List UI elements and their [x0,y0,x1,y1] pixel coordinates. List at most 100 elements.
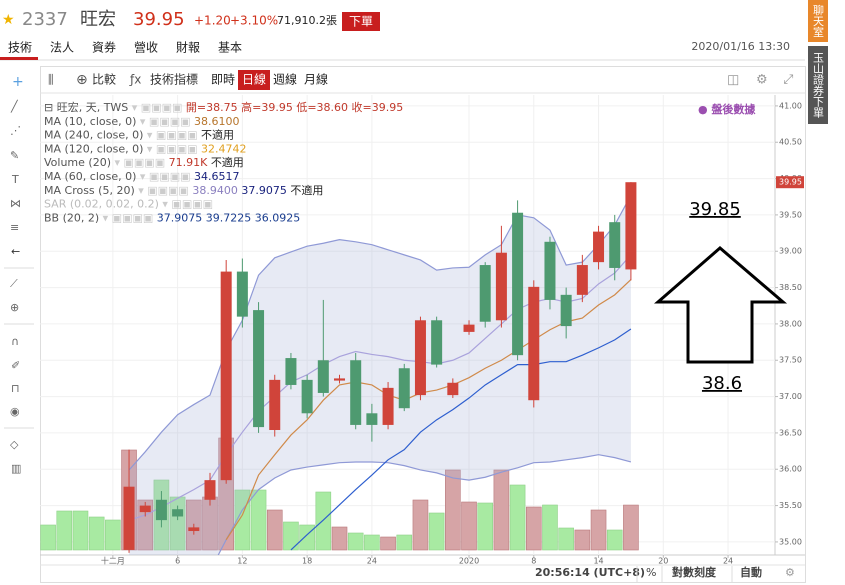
legend-name: MA (60, close, 0) [44,170,136,183]
chat-tab[interactable] [808,0,828,42]
legend-row: MA (120, close, 0) ▾ ▣▣▣▣ 32.4742 [44,142,247,155]
period[interactable]: 週線 [273,72,297,87]
volume-bar [40,524,56,551]
legend-value: 36.0925 [255,211,301,224]
candle-body [398,368,410,409]
tool-pattern[interactable]: ⋈ [10,197,21,210]
tab[interactable]: 財報 [176,40,200,55]
volume-bar [105,519,121,551]
volume-bar [396,534,413,551]
period[interactable]: 日線 [242,72,266,87]
chat-tab-label[interactable]: 聊天室 [812,3,825,37]
x-tick-label: 24 [367,557,377,566]
fullscreen-icon[interactable]: ⤢ [783,73,793,88]
settings-icon[interactable]: ⚙ [756,73,768,88]
candle-body [479,265,491,322]
tab[interactable]: 資券 [92,40,116,55]
y-tick-label: 41.00 [779,101,802,110]
tabs: 技術 法人 資券 營收 財報 基本 [8,40,242,55]
legend-name: BB (20, 2) [44,211,99,224]
candle-body [253,310,265,428]
tool-prediction[interactable]: ≡ [10,221,19,234]
legend-value: 不適用 [290,183,323,197]
y-tick-label: 36.50 [779,428,802,437]
order-button-label[interactable]: 下單 [349,15,373,29]
tool-visibility[interactable]: ◉ [10,405,20,418]
tab[interactable]: 營收 [134,41,158,55]
candle-body [285,358,297,385]
candle-body [220,271,232,481]
volume-bar [590,509,607,551]
legend-name: MA (10, close, 0) [44,115,136,128]
volume-bar [606,529,623,551]
tab[interactable]: 法人 [50,41,74,55]
volume-bar [525,506,542,551]
tool-text[interactable]: T [11,173,19,186]
compare-icon[interactable]: ⊕ [76,72,88,88]
y-tick-label: 37.00 [779,392,802,401]
legend-row: MA Cross (5, 20) ▾ ▣▣▣▣ 38.9400 37.9075 … [44,183,323,197]
tool-lock[interactable]: ⊓ [11,382,20,395]
plot [40,95,775,555]
tab[interactable]: 技術 [8,41,32,55]
candle-body [544,241,556,300]
candle-body [334,378,346,381]
broker-tab-label[interactable]: 玉山證券下單 [812,52,825,118]
y-tick-label: 35.00 [779,537,802,546]
footer-percent[interactable]: % [646,566,656,579]
tool-zoom[interactable]: ⊕ [10,301,19,314]
footer-settings[interactable]: ⚙ [785,566,795,579]
star[interactable]: ★ [2,12,15,28]
footer-auto[interactable]: 自動 [740,565,762,579]
volume-bar [623,504,639,551]
datetime: 2020/01/16 13:30 [691,40,790,53]
candle-icon[interactable]: ⫼ [48,73,54,87]
candle-body [188,527,200,532]
tool-crosshair[interactable]: + [12,74,24,90]
indicator-icon[interactable]: ƒx [129,73,141,87]
order-button[interactable] [342,12,380,31]
footer-log[interactable]: 對數刻度 [672,565,717,579]
candle-body [528,286,540,401]
active-period [238,70,270,90]
indicators[interactable]: 技術指標 [150,72,198,87]
change: +1.20 [194,14,231,28]
tool-magnet[interactable]: ∩ [11,335,19,348]
volume-bar [56,510,73,551]
tool-fib[interactable]: ⋰ [10,124,21,137]
tool-lock-draw[interactable]: ✐ [11,359,20,372]
after-hours-label[interactable]: ● 盤後數據 [698,102,756,116]
broker-tab[interactable] [808,46,828,124]
candle-body [593,231,605,263]
compare[interactable]: 比較 [92,72,116,87]
tab[interactable]: 基本 [218,41,242,55]
tool-line[interactable]: ╱ [10,99,19,113]
legend-name: Volume (20) [44,156,111,169]
x-tick-label: 2020 [459,557,479,566]
tool-ruler[interactable]: ⟋ [10,277,18,290]
legend-row: MA (240, close, 0) ▾ ▣▣▣▣ 不適用 [44,128,234,142]
legend-name: MA Cross (5, 20) [44,184,135,197]
candle-body [495,252,507,321]
legend-value: 38.9400 [192,184,238,197]
legend-value: 收=39.95 [352,100,404,114]
legend-value: 不適用 [201,128,234,142]
period[interactable]: 月線 [304,72,328,87]
tool-brush[interactable]: ✎ [10,149,19,162]
change-pct: +3.10% [230,14,278,28]
last-price-tag [776,176,804,189]
candle-body [204,480,216,500]
period[interactable]: 即時 [211,73,235,87]
tool-back[interactable]: ← [11,245,20,258]
last-price-label: 39.95 [779,178,802,187]
volume-bar [380,536,396,551]
volume-bar [315,491,332,551]
tool-layers[interactable]: ◇ [10,438,19,451]
after-hours-text[interactable]: 盤後數據 [710,102,756,116]
periods: 即時 日線 週線 月線 [211,70,328,90]
tool-trash[interactable]: ▥ [11,462,21,475]
candle-body [172,509,184,517]
camera-icon[interactable]: ◫ [727,73,739,88]
candle-body [366,413,378,425]
